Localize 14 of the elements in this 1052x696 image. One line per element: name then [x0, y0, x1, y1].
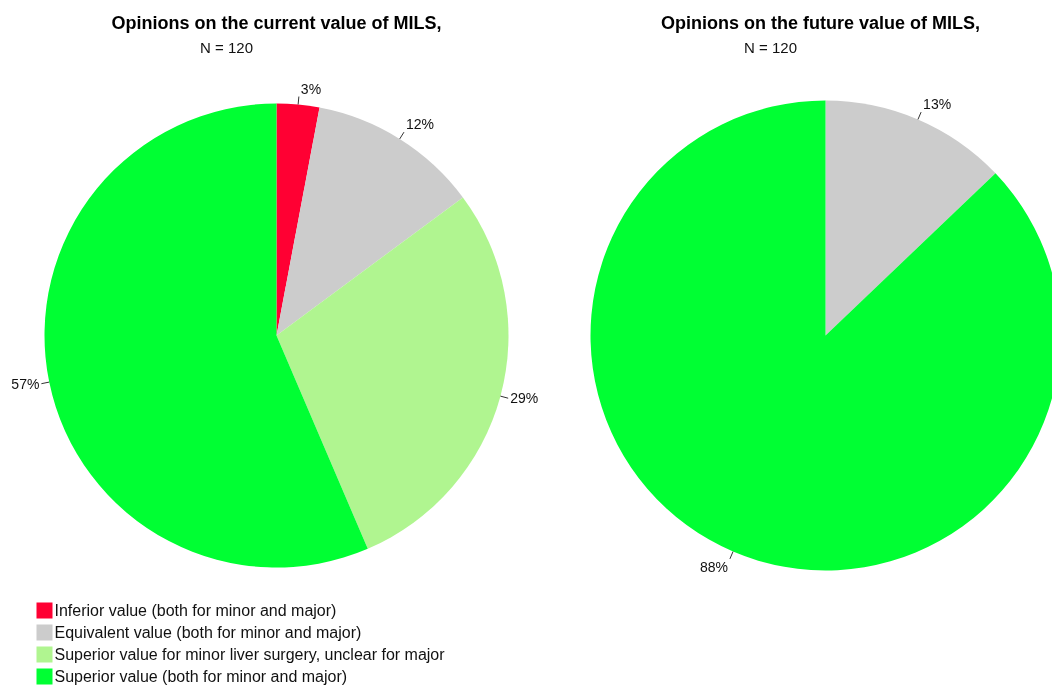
data-label: 3% — [300, 80, 322, 97]
legend-label: Inferior value (both for minor and major) — [54, 602, 337, 619]
legend-label: Superior value for minor liver surgery, unclear for major — [54, 646, 446, 663]
legend-label: Superior value (both for minor and major) — [54, 668, 348, 685]
data-label: 57% — [11, 375, 40, 392]
legend-label: Equivalent value (both for minor and major) — [54, 624, 362, 641]
chart-subtitle: N = 120 — [744, 39, 797, 56]
data-label: 13% — [923, 96, 952, 113]
chart-title: Opinions on the future value of MILS, — [661, 12, 980, 33]
chart-subtitle: N = 120 — [200, 39, 253, 56]
data-label: 88% — [699, 558, 728, 575]
data-label: 12% — [405, 116, 434, 133]
chart-title: Opinions on the current value of MILS, — [111, 12, 442, 33]
data-label: 29% — [510, 390, 539, 407]
